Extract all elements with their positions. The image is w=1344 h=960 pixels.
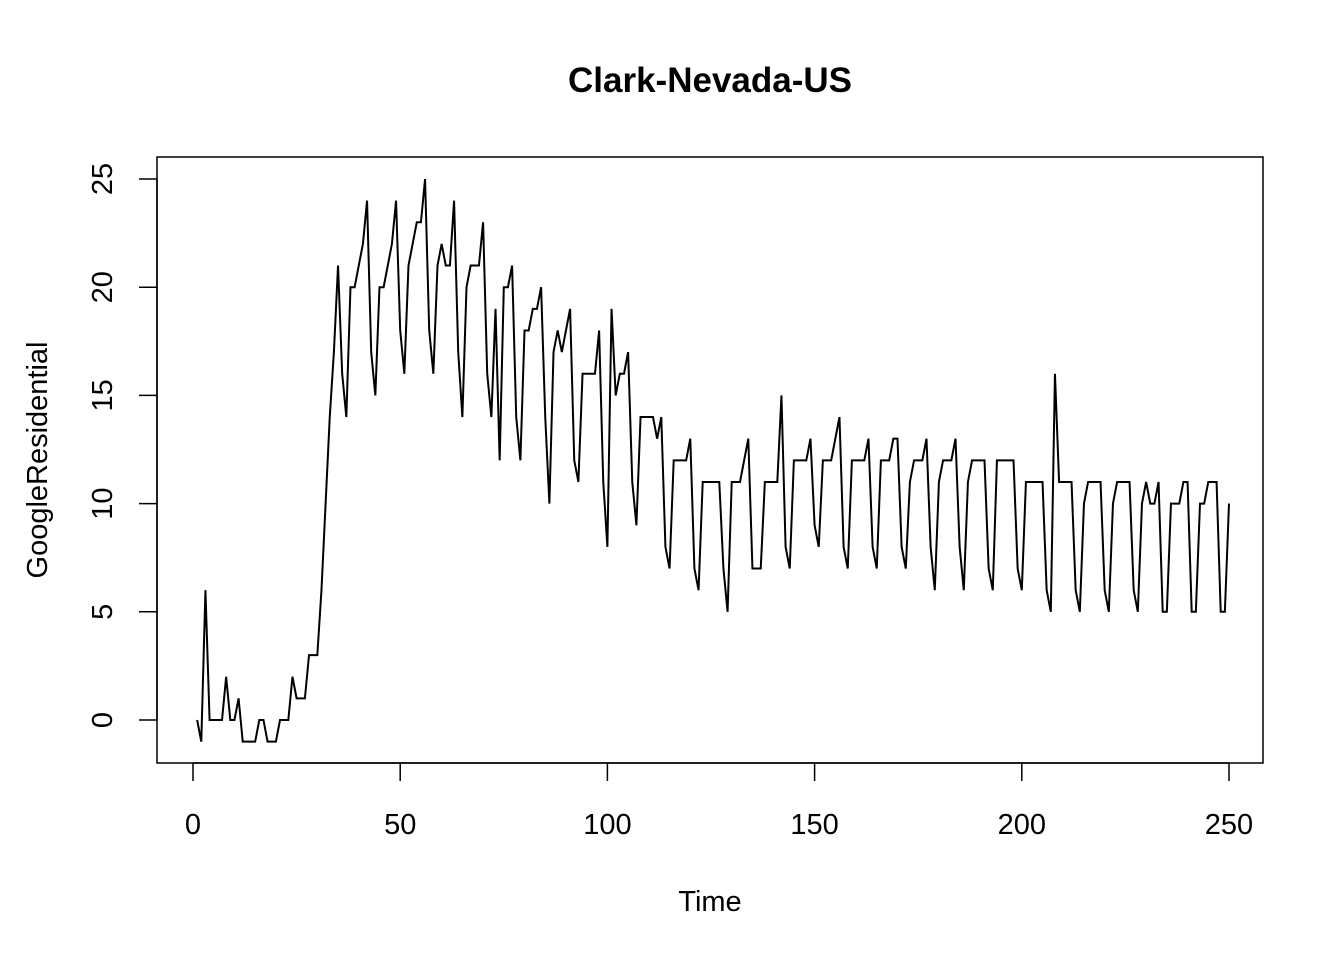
- chart-title: Clark-Nevada-US: [568, 61, 852, 100]
- x-tick-label: 50: [384, 809, 416, 841]
- y-tick-label: 15: [87, 379, 119, 411]
- x-axis-label: Time: [678, 886, 741, 918]
- x-tick-label: 0: [185, 809, 201, 841]
- x-tick-label: 100: [583, 809, 631, 841]
- y-tick-label: 20: [87, 271, 119, 303]
- y-tick-label: 0: [87, 712, 119, 728]
- plot-frame: [156, 156, 1264, 764]
- x-tick-label: 250: [1205, 809, 1253, 841]
- y-tick-label: 10: [87, 487, 119, 519]
- y-axis-label: GoogleResidential: [22, 342, 54, 579]
- x-tick-label: 150: [790, 809, 838, 841]
- y-tick-label: 5: [87, 604, 119, 620]
- y-axis: 0 5 10 15 20 25: [87, 163, 158, 728]
- y-tick-label: 25: [87, 163, 119, 195]
- x-tick-label: 200: [998, 809, 1046, 841]
- series-line: [196, 178, 1230, 743]
- x-axis: 0 50 100 150 200 250: [185, 762, 1253, 841]
